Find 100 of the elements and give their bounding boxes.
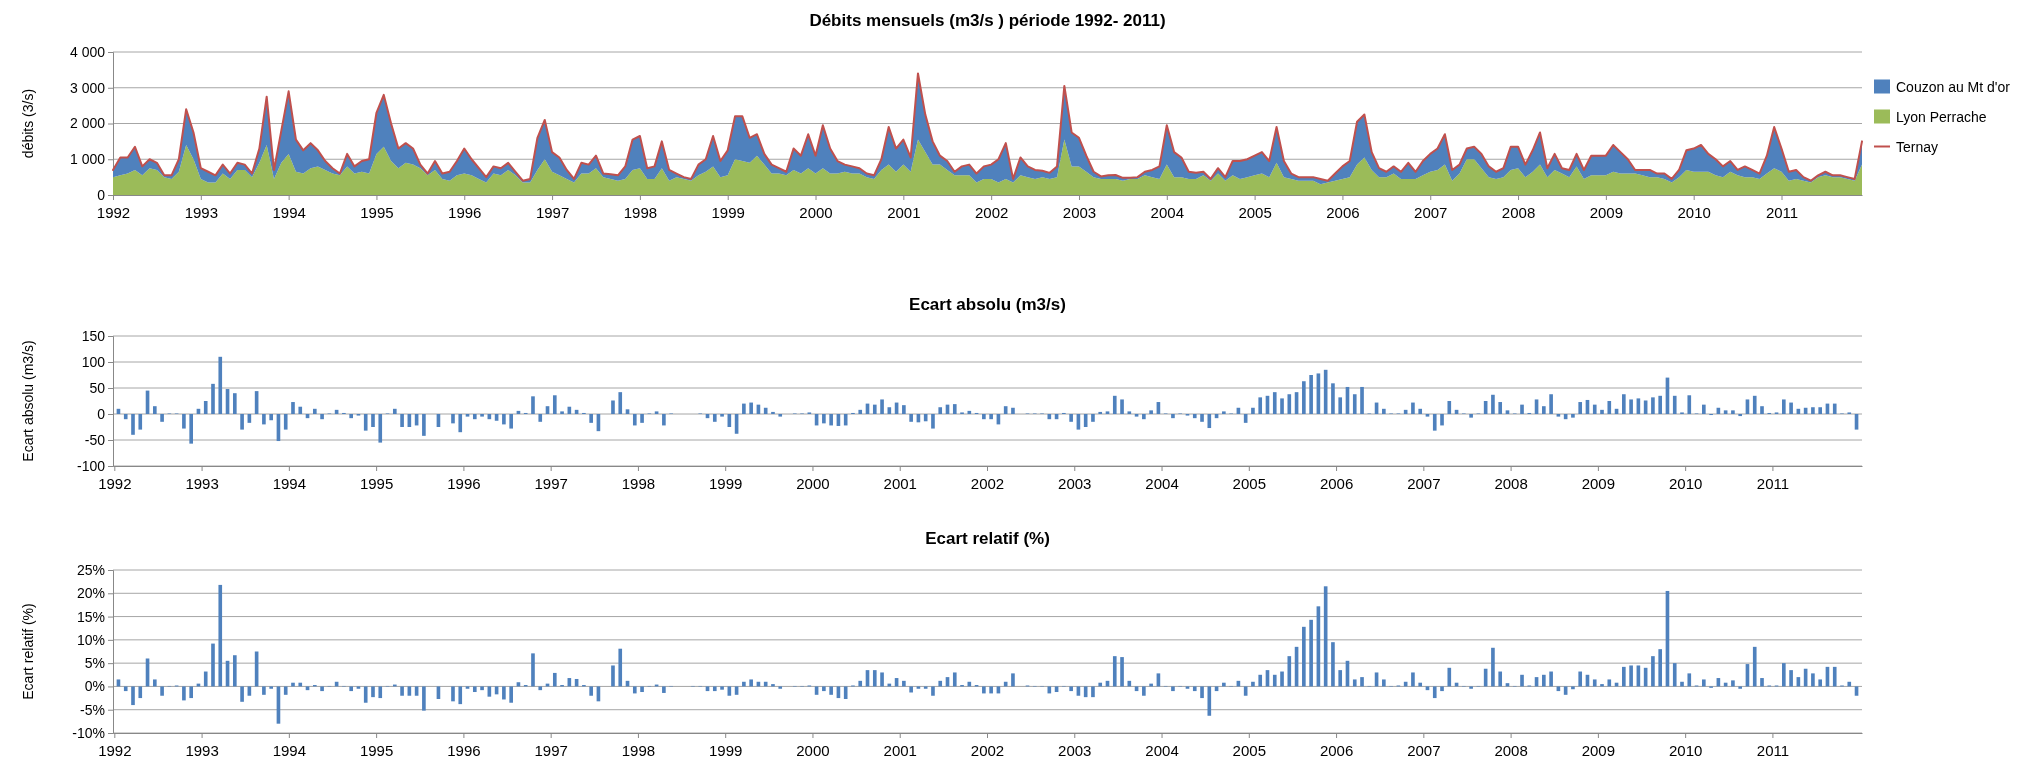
bar	[1629, 399, 1633, 414]
x-tick-label: 2008	[1494, 475, 1528, 492]
bar	[232, 655, 237, 687]
bar	[211, 383, 215, 414]
x-tick-label: 2003	[1062, 204, 1097, 221]
bar	[131, 686, 135, 706]
bar	[1702, 404, 1706, 414]
bar	[1578, 671, 1583, 687]
bar	[1542, 674, 1546, 687]
bar	[632, 414, 637, 426]
bar	[458, 414, 463, 433]
bar	[1578, 402, 1583, 414]
bar	[1142, 686, 1146, 696]
bar	[1171, 414, 1175, 419]
chart-title: Débits mensuels (m3/s ) période 1992- 2011)	[809, 11, 1166, 30]
bar	[1302, 626, 1306, 687]
bar	[378, 686, 383, 699]
bar	[1425, 414, 1430, 417]
bar	[749, 402, 753, 414]
bar	[923, 414, 928, 422]
bar	[611, 665, 615, 687]
bar	[1360, 677, 1364, 687]
bar	[1127, 680, 1132, 687]
bar	[1338, 397, 1343, 414]
bar	[1112, 656, 1117, 687]
bar	[814, 686, 819, 695]
bar	[872, 404, 877, 414]
bar	[1760, 678, 1764, 687]
bar	[378, 414, 383, 443]
bar	[923, 686, 928, 689]
bar	[189, 686, 193, 699]
bar	[1447, 667, 1452, 687]
bar	[909, 686, 913, 693]
bar	[1411, 402, 1415, 414]
bar	[1302, 381, 1306, 414]
bar	[1505, 410, 1510, 414]
bar	[989, 414, 993, 420]
bar	[1571, 686, 1575, 690]
x-tick-label: 2009	[1589, 204, 1624, 221]
bar	[1622, 666, 1626, 687]
bar	[952, 672, 957, 687]
chart-title: Ecart relatif (%)	[925, 529, 1050, 548]
bar	[1222, 411, 1226, 414]
bar	[1658, 649, 1663, 687]
x-tick-label: 1997	[534, 742, 568, 759]
x-tick-label: 2004	[1145, 475, 1179, 492]
bar	[203, 671, 208, 687]
bar	[822, 686, 826, 692]
bar	[822, 414, 826, 424]
x-tick-label: 2010	[1668, 475, 1703, 492]
x-tick-label: 2001	[883, 742, 917, 759]
bar	[1738, 414, 1743, 417]
bar	[1651, 656, 1655, 687]
x-tick-label: 1997	[534, 475, 568, 492]
bar	[931, 686, 935, 696]
x-tick-label: 1992	[98, 475, 132, 492]
bar	[1011, 407, 1015, 414]
x-tick-label: 2002	[974, 204, 1009, 221]
bar	[1069, 414, 1073, 422]
bar	[880, 672, 884, 687]
bar	[1818, 679, 1823, 687]
bar	[240, 686, 244, 702]
bar	[1309, 619, 1313, 687]
bar	[902, 405, 906, 414]
bar	[1011, 673, 1015, 687]
bar	[1207, 686, 1212, 716]
bar	[1091, 414, 1095, 422]
bar	[1687, 673, 1692, 687]
bar	[371, 686, 375, 698]
bar	[1418, 408, 1423, 414]
bar	[1047, 414, 1052, 420]
bar	[1120, 399, 1124, 414]
bar	[160, 414, 164, 422]
bar	[1272, 674, 1277, 687]
bar	[1498, 402, 1503, 414]
bar	[480, 686, 484, 691]
bar	[1607, 401, 1612, 414]
bar	[291, 402, 295, 414]
bar	[1782, 399, 1786, 414]
bar	[1752, 646, 1757, 687]
y-tick-label: 150	[81, 327, 106, 344]
bar	[320, 686, 324, 692]
bar	[1382, 408, 1386, 414]
bar	[363, 414, 368, 431]
x-tick-label: 1993	[185, 742, 219, 759]
bar	[1789, 402, 1793, 414]
bar	[654, 411, 659, 414]
bar	[931, 414, 935, 429]
bar	[1592, 679, 1597, 687]
bar	[552, 672, 557, 687]
bar	[1687, 395, 1692, 414]
bar	[1360, 386, 1364, 414]
y-tick-label: -100	[76, 457, 106, 474]
bar	[1731, 410, 1735, 414]
bar	[138, 686, 143, 699]
y-tick-label: 15%	[76, 608, 105, 625]
bar	[1592, 404, 1597, 414]
x-tick-label: 1993	[185, 475, 219, 492]
bar	[502, 686, 506, 700]
bar	[1134, 414, 1139, 417]
